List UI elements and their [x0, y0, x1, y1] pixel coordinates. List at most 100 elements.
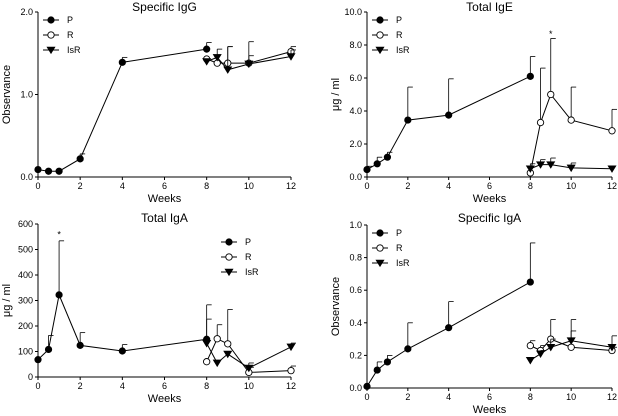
y-tick-label: 10.0 [344, 7, 362, 17]
x-axis-label: Weeks [148, 193, 182, 205]
data-point [566, 164, 576, 173]
x-axis-label: Weeks [473, 404, 507, 416]
legend-label: R [396, 30, 403, 40]
series-line [366, 281, 531, 387]
data-point [55, 291, 63, 299]
x-tick-label: 6 [487, 181, 492, 191]
data-point [224, 340, 232, 348]
panel-specific-igg: Specific IgG 0 2 4 6 8 10 12 0.0 1.0 2.0 Weeks Obser… [1, 0, 296, 205]
data-point [536, 118, 545, 127]
data-point [546, 161, 556, 169]
y-tick-label: 0.2 [349, 350, 362, 360]
legend: PR IsR [372, 15, 410, 55]
panel-total-iga: Total IgA 0 2 4 6 8 10 12 0 100 200 300 400 500 600 Wee… [1, 211, 296, 405]
legend-item-r: R [372, 243, 403, 253]
legend-marker [224, 268, 234, 277]
y-tick-label: 0.8 [349, 253, 362, 263]
series-p [34, 240, 212, 364]
x-tick-label: 0 [364, 392, 369, 402]
data-point [525, 356, 535, 365]
legend-marker [47, 16, 55, 24]
y-tick-label: 4.0 [349, 106, 362, 116]
x-tick-label: 10 [566, 392, 576, 402]
legend-item-r: R [221, 252, 252, 262]
y-axis-label: μg / ml [330, 78, 342, 111]
chart-title: Specific IgG [132, 0, 197, 14]
legend-item-isr: IsR [372, 45, 410, 55]
y-tick-label: 6.0 [349, 73, 362, 83]
y-tick-label: 200 [18, 321, 33, 331]
data-point [526, 341, 534, 350]
legend-item-r: R [43, 30, 74, 40]
x-tick-label: 6 [487, 392, 492, 402]
panel-total-ige: Total IgE 0 2 4 6 8 10 12 0.0 2.0 4.0 6.0 8.0 10.0 Wee… [330, 0, 617, 205]
y-tick-label: 500 [18, 245, 33, 255]
significance-annotation: * [549, 29, 553, 39]
data-point [44, 167, 53, 175]
legend-item-p: P [372, 15, 402, 25]
legend-marker [225, 238, 233, 246]
data-point [526, 72, 534, 80]
y-tick-label: 0.0 [349, 383, 362, 393]
legend-label: P [245, 237, 251, 247]
x-tick-label: 8 [528, 392, 533, 402]
y-axis-label: Observance [1, 65, 13, 124]
chart-title: Total IgE [466, 0, 513, 14]
data-point [44, 345, 53, 354]
y-tick-label: 100 [18, 347, 33, 357]
data-point [118, 58, 126, 66]
legend: PR IsR [372, 228, 410, 268]
x-tick-label: 4 [120, 381, 125, 391]
x-tick-label: 8 [204, 381, 209, 391]
x-tick-label: 12 [607, 392, 617, 402]
legend: PR IsR [43, 15, 81, 55]
legend-item-isr: IsR [43, 45, 81, 55]
legend-label: IsR [67, 45, 81, 55]
data-point [212, 359, 222, 368]
y-tick-label: 0.0 [349, 172, 362, 182]
legend-marker [375, 259, 385, 268]
legend-marker [225, 253, 233, 261]
x-tick-label: 2 [78, 381, 83, 391]
legend-label: P [396, 228, 402, 238]
data-point [536, 350, 546, 358]
y-tick-label: 1.0 [349, 220, 362, 230]
data-point [383, 358, 392, 366]
y-tick-label: 0.0 [20, 172, 33, 182]
legend-item-p: P [43, 15, 73, 25]
chart-title: Specific IgA [458, 211, 521, 225]
x-tick-label: 10 [244, 181, 254, 191]
legend-label: IsR [396, 45, 410, 55]
panel-specific-iga: Specific IgA 0 2 4 6 8 10 12 0.0 0.2 0.4 0.6 0.8 1.0 W… [330, 211, 617, 416]
data-point [212, 54, 222, 62]
data-point [445, 324, 453, 332]
series-r [526, 319, 617, 355]
legend-marker [47, 31, 55, 39]
series-p [363, 242, 536, 390]
series-r [526, 38, 617, 177]
series-isr [202, 318, 296, 373]
data-point [547, 90, 555, 99]
legend-item-isr: IsR [221, 267, 259, 277]
data-point [34, 356, 42, 364]
data-point [202, 58, 212, 66]
data-point [34, 165, 42, 174]
series-isr [202, 46, 296, 74]
data-point [404, 116, 412, 124]
x-tick-label: 12 [607, 181, 617, 191]
data-point [525, 165, 535, 173]
x-axis-label: Weeks [473, 193, 507, 205]
y-tick-label: 2.0 [20, 7, 33, 17]
data-point [373, 160, 381, 168]
x-tick-label: 2 [405, 392, 410, 402]
x-tick-label: 8 [528, 181, 533, 191]
x-tick-label: 2 [405, 181, 410, 191]
x-tick-label: 0 [364, 181, 369, 191]
y-tick-label: 300 [18, 296, 33, 306]
legend-label: P [396, 15, 402, 25]
legend-label: P [67, 15, 73, 25]
data-point [373, 366, 381, 374]
x-tick-label: 4 [446, 392, 451, 402]
x-tick-label: 8 [204, 181, 209, 191]
